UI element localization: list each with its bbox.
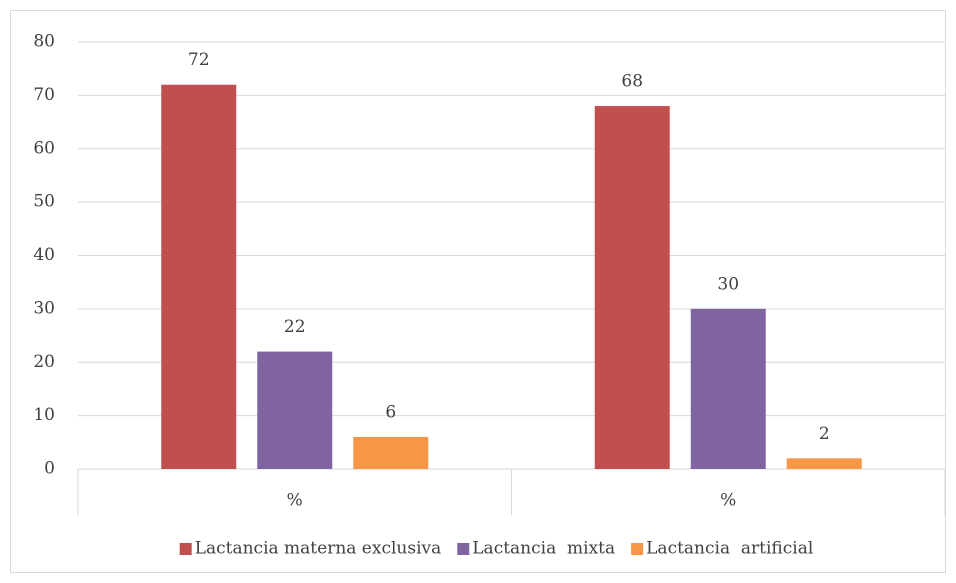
data-label: 68 [621, 72, 643, 92]
legend-swatch [631, 543, 644, 555]
y-tick-label: 30 [33, 298, 55, 318]
y-tick-label: 20 [33, 352, 55, 372]
chart-frame [10, 10, 946, 573]
bar [257, 351, 333, 469]
y-tick-label: 60 [33, 138, 55, 158]
y-tick-label: 80 [33, 32, 55, 52]
y-tick-label: 50 [33, 192, 55, 212]
y-tick-label: 40 [33, 245, 55, 265]
bar [353, 436, 429, 469]
legend-label: Lactancia mixta [472, 539, 615, 559]
data-label: 72 [188, 50, 210, 70]
y-tick-label: 10 [33, 405, 55, 425]
bar [690, 308, 766, 469]
legend-label: Lactancia artificial [646, 539, 813, 559]
y-tick-label: 70 [33, 85, 55, 105]
bar [161, 84, 237, 469]
legend-label: Lactancia materna exclusiva [195, 539, 442, 559]
data-label: 2 [819, 424, 830, 444]
y-tick-label: 0 [44, 459, 55, 479]
legend-swatch [457, 543, 470, 555]
x-tick-label: % [287, 491, 303, 511]
bar [594, 106, 670, 470]
data-label: 6 [385, 402, 396, 422]
bar [786, 458, 862, 469]
data-label: 22 [284, 317, 306, 337]
data-label: 30 [717, 274, 739, 294]
x-tick-label: % [720, 491, 736, 511]
legend-swatch [179, 543, 192, 555]
